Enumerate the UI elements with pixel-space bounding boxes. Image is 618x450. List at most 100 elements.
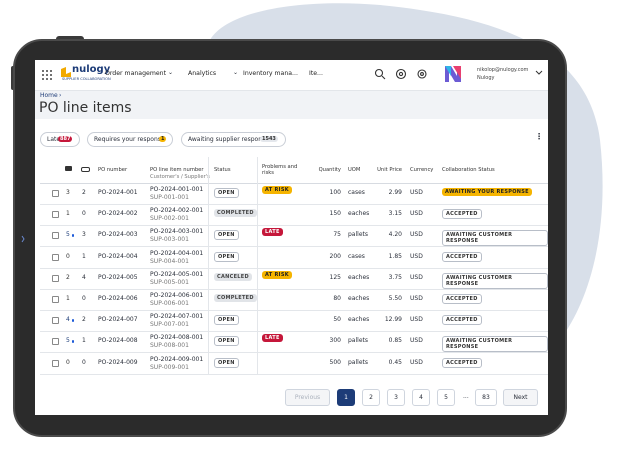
quantity: 150 <box>329 210 341 218</box>
comment-count[interactable]: 5 <box>66 231 70 239</box>
attachment-count[interactable]: 1 <box>82 337 86 345</box>
line-number[interactable]: PO-2024-008-001 <box>150 334 204 342</box>
po-number[interactable]: PO-2024-009 <box>98 358 138 366</box>
column-header[interactable]: PO line item number <box>150 167 204 173</box>
attachment-count[interactable]: 0 <box>82 295 86 302</box>
comment-count[interactable]: 5 <box>66 337 70 345</box>
row-checkbox[interactable] <box>52 253 59 261</box>
filter-pill[interactable] <box>87 132 173 147</box>
table-row[interactable] <box>40 204 548 227</box>
po-number[interactable]: PO-2024-005 <box>98 273 138 281</box>
previous-button[interactable]: Previous <box>285 389 330 406</box>
column-header[interactable]: UOM <box>348 167 361 173</box>
app-switcher-icon[interactable] <box>40 68 54 82</box>
line-number[interactable]: PO-2024-002-001 <box>150 207 204 215</box>
status-badge: OPEN <box>214 188 239 198</box>
toolbar-icons <box>374 68 427 80</box>
line-number[interactable]: PO-2024-004-001 <box>150 249 204 257</box>
table-row[interactable] <box>40 268 548 290</box>
filter-pill[interactable] <box>181 132 286 147</box>
unit-price: 1.85 <box>388 252 402 260</box>
table-row[interactable] <box>40 310 548 333</box>
line-number[interactable]: PO-2024-009-001 <box>150 355 204 363</box>
table-row[interactable] <box>40 183 548 205</box>
table-row[interactable] <box>40 289 548 311</box>
column-header[interactable]: Currency <box>410 167 434 173</box>
comment-count[interactable]: 0 <box>66 358 70 366</box>
row-checkbox[interactable] <box>52 190 59 197</box>
column-header: Customer's / Supplier's <box>150 174 210 180</box>
line-number[interactable]: PO-2024-006-001 <box>150 292 204 299</box>
more-menu[interactable]: ⋮ <box>535 132 543 141</box>
attachment-count[interactable]: 1 <box>82 252 86 260</box>
comment-count[interactable]: 4 <box>66 316 70 324</box>
unit-price: 4.20 <box>388 231 402 239</box>
screen: nulogy SUPPLIER COLLABORATION nikolop@nu… <box>35 60 548 415</box>
row-checkbox[interactable] <box>52 338 59 346</box>
avatar[interactable] <box>444 64 462 84</box>
currency: USD <box>410 337 423 345</box>
attachment-count[interactable]: 0 <box>82 210 86 218</box>
comment-icon <box>65 166 72 171</box>
filter-label: Requires your response <box>94 136 165 143</box>
po-number[interactable]: PO-2024-001 <box>98 189 138 196</box>
po-number[interactable]: PO-2024-004 <box>98 252 138 260</box>
risk-badge: AT RISK <box>262 186 292 194</box>
comment-count[interactable]: 2 <box>66 273 70 281</box>
page-button[interactable]: 4 <box>412 389 430 406</box>
quantity: 100 <box>329 189 341 196</box>
row-checkbox[interactable] <box>52 232 59 240</box>
row-checkbox[interactable] <box>52 359 59 367</box>
next-button[interactable]: Next <box>503 389 538 406</box>
user-menu-chevron[interactable] <box>535 70 543 76</box>
page-button[interactable]: 1 <box>337 389 355 406</box>
line-number[interactable]: PO-2024-005-001 <box>150 270 204 278</box>
nav-item[interactable]: Inventory mana... <box>243 70 298 77</box>
supplier-line: SUP-007-001 <box>150 321 189 329</box>
attachment-count[interactable]: 2 <box>82 316 86 324</box>
po-number[interactable]: PO-2024-007 <box>98 316 138 324</box>
page-button[interactable]: 5 <box>437 389 455 406</box>
nav-item[interactable]: Ite... <box>309 70 323 77</box>
attachment-count[interactable]: 0 <box>82 358 86 366</box>
table-row[interactable] <box>40 331 548 354</box>
attachment-count[interactable]: 3 <box>82 231 86 239</box>
collaboration-badge: ACCEPTED <box>442 294 482 304</box>
page-button[interactable]: 2 <box>362 389 380 406</box>
attachment-count[interactable]: 4 <box>82 273 86 281</box>
comment-count[interactable]: 1 <box>66 210 70 218</box>
line-number[interactable]: PO-2024-007-001 <box>150 313 204 321</box>
column-header: Problems and risks <box>262 164 298 176</box>
po-number[interactable]: PO-2024-008 <box>98 337 138 345</box>
row-checkbox[interactable] <box>52 211 59 219</box>
po-number[interactable]: PO-2024-006 <box>98 295 138 302</box>
page-button[interactable]: 3 <box>387 389 405 406</box>
column-header[interactable]: Quantity <box>318 167 341 173</box>
row-checkbox[interactable] <box>52 317 59 325</box>
line-number[interactable]: PO-2024-003-001 <box>150 228 204 236</box>
nav-item[interactable]: Order management <box>105 70 166 77</box>
column-header[interactable]: Unit Price <box>377 167 402 173</box>
breadcrumb[interactable]: Home <box>40 92 58 99</box>
page-button[interactable]: 83 <box>475 389 497 406</box>
table-row[interactable] <box>40 247 548 269</box>
line-number[interactable]: PO-2024-001-001 <box>150 186 204 193</box>
comment-count[interactable]: 0 <box>66 252 70 260</box>
row-checkbox[interactable] <box>52 296 59 303</box>
row-checkbox[interactable] <box>52 274 59 282</box>
uom: eaches <box>348 316 370 324</box>
column-header[interactable]: PO number <box>98 167 128 173</box>
comment-count[interactable]: 1 <box>66 295 70 302</box>
column-header[interactable]: Status <box>214 167 231 173</box>
table-row[interactable] <box>40 353 548 375</box>
table-row[interactable] <box>40 225 548 248</box>
attachment-count[interactable]: 2 <box>82 189 86 196</box>
comment-count[interactable]: 3 <box>66 189 70 196</box>
column-header[interactable]: Collaboration Status <box>442 167 495 173</box>
filter-pill[interactable] <box>40 132 80 147</box>
nav-item[interactable]: Analytics <box>188 70 217 77</box>
po-number[interactable]: PO-2024-003 <box>98 231 138 239</box>
quantity: 125 <box>329 273 341 281</box>
po-number[interactable]: PO-2024-002 <box>98 210 138 218</box>
